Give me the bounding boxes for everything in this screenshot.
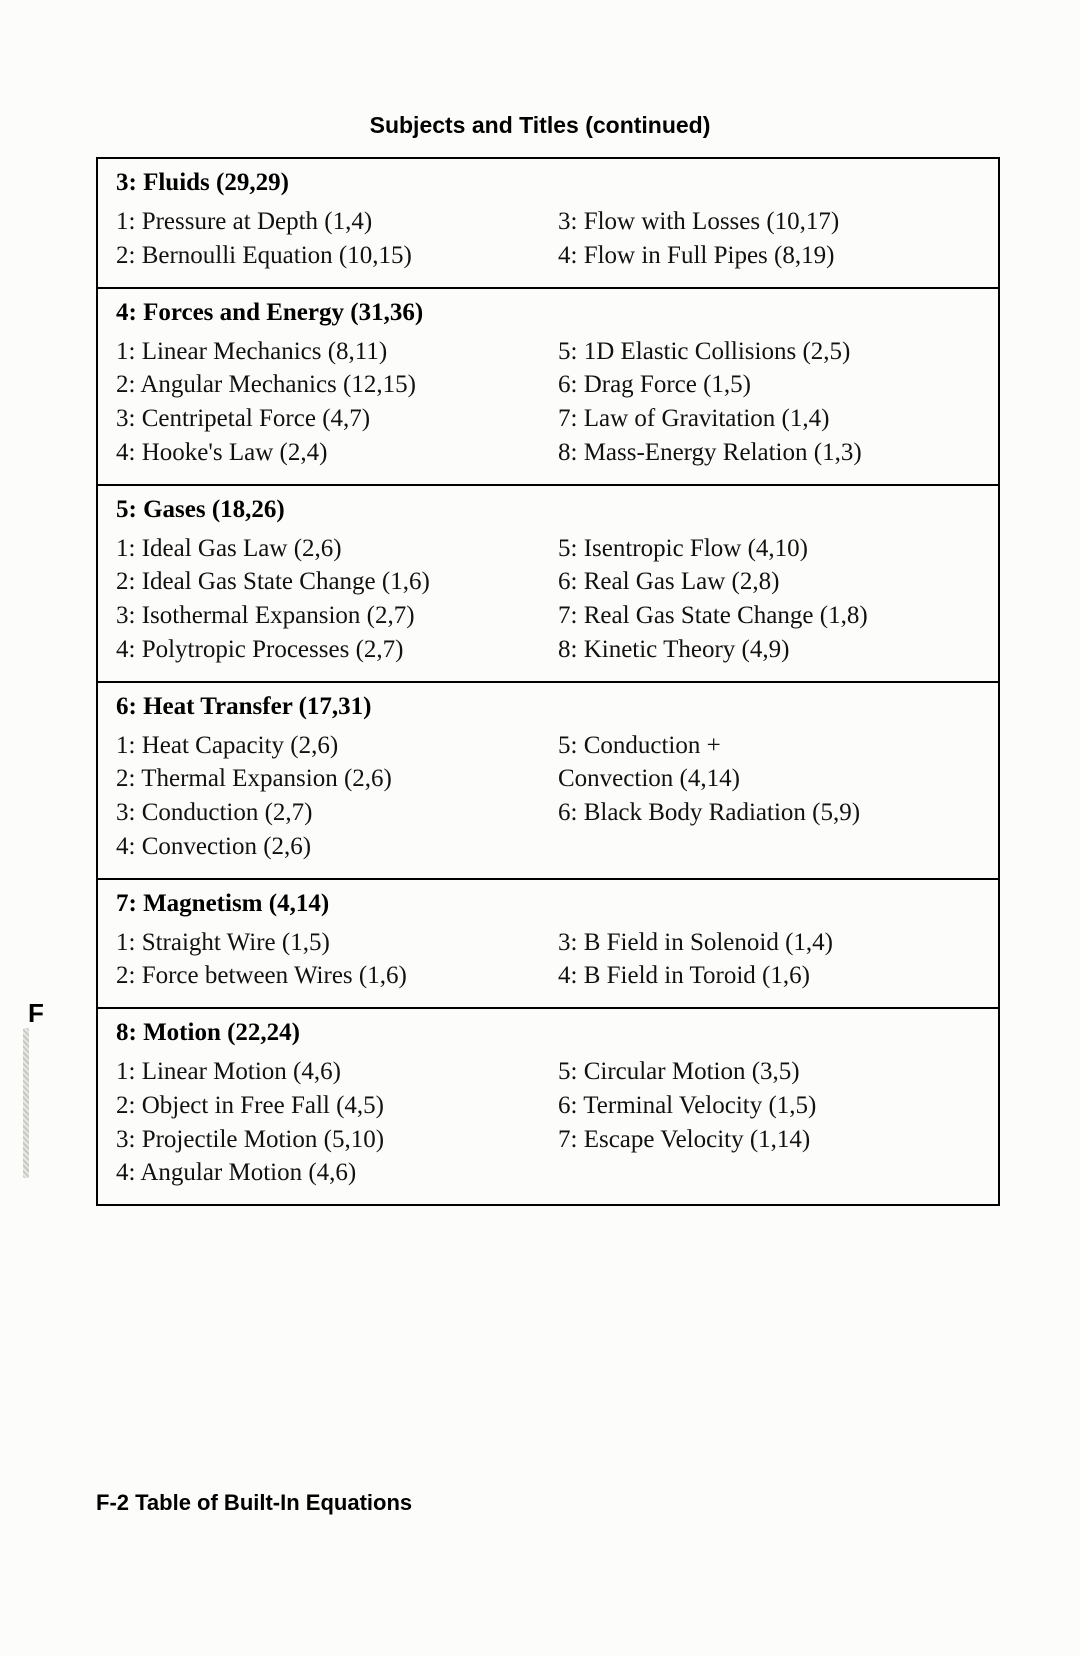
section: 6: Heat Transfer (17,31)1: Heat Capacity… xyxy=(98,681,998,878)
section-column-right: 3: Flow with Losses (10,17)4: Flow in Fu… xyxy=(558,205,980,273)
section: 5: Gases (18,26)1: Ideal Gas Law (2,6)2:… xyxy=(98,484,998,681)
section-column-left: 1: Linear Mechanics (8,11)2: Angular Mec… xyxy=(116,335,538,470)
topic-entry: 1: Straight Wire (1,5) xyxy=(116,926,538,960)
section-column-right: 5: Conduction +Convection (4,14)6: Black… xyxy=(558,729,980,864)
topic-entry: 7: Escape Velocity (1,14) xyxy=(558,1123,980,1157)
section-column-right: 3: B Field in Solenoid (1,4)4: B Field i… xyxy=(558,926,980,994)
topic-entry: 2: Bernoulli Equation (10,15) xyxy=(116,239,538,273)
page-title: Subjects and Titles (continued) xyxy=(0,0,1080,157)
topic-entry: 3: Projectile Motion (5,10) xyxy=(116,1123,538,1157)
topic-entry: 1: Linear Motion (4,6) xyxy=(116,1055,538,1089)
section-column-left: 1: Heat Capacity (2,6)2: Thermal Expansi… xyxy=(116,729,538,864)
topic-entry: 2: Force between Wires (1,6) xyxy=(116,959,538,993)
topic-entry: 3: Isothermal Expansion (2,7) xyxy=(116,599,538,633)
topic-entry: 3: Conduction (2,7) xyxy=(116,796,538,830)
section-column-left: 1: Linear Motion (4,6)2: Object in Free … xyxy=(116,1055,538,1190)
topic-entry: 1: Ideal Gas Law (2,6) xyxy=(116,532,538,566)
topic-entry: 2: Angular Mechanics (12,15) xyxy=(116,368,538,402)
topic-entry: 3: B Field in Solenoid (1,4) xyxy=(558,926,980,960)
topic-entry: 3: Centripetal Force (4,7) xyxy=(116,402,538,436)
section-body: 1: Linear Mechanics (8,11)2: Angular Mec… xyxy=(116,335,980,470)
section-column-right: 5: Isentropic Flow (4,10)6: Real Gas Law… xyxy=(558,532,980,667)
section-header: 3: Fluids (29,29) xyxy=(116,169,980,205)
section-column-left: 1: Ideal Gas Law (2,6)2: Ideal Gas State… xyxy=(116,532,538,667)
section: 3: Fluids (29,29)1: Pressure at Depth (1… xyxy=(98,159,998,287)
topic-entry: 4: Angular Motion (4,6) xyxy=(116,1156,538,1190)
section-header: 4: Forces and Energy (31,36) xyxy=(116,299,980,335)
topic-entry: 4: Hooke's Law (2,4) xyxy=(116,436,538,470)
section-column-right: 5: Circular Motion (3,5)6: Terminal Velo… xyxy=(558,1055,980,1190)
section-column-left: 1: Pressure at Depth (1,4)2: Bernoulli E… xyxy=(116,205,538,273)
topic-entry: 5: Conduction + xyxy=(558,729,980,763)
topic-entry: 6: Terminal Velocity (1,5) xyxy=(558,1089,980,1123)
section-body: 1: Straight Wire (1,5)2: Force between W… xyxy=(116,926,980,994)
section: 4: Forces and Energy (31,36)1: Linear Me… xyxy=(98,287,998,484)
topic-entry: 3: Flow with Losses (10,17) xyxy=(558,205,980,239)
topic-entry: 2: Ideal Gas State Change (1,6) xyxy=(116,565,538,599)
section-body: 1: Heat Capacity (2,6)2: Thermal Expansi… xyxy=(116,729,980,864)
topic-entry: Convection (4,14) xyxy=(558,762,980,796)
section-header: 6: Heat Transfer (17,31) xyxy=(116,693,980,729)
side-tab-letter: F xyxy=(28,998,44,1029)
section: 8: Motion (22,24)1: Linear Motion (4,6)2… xyxy=(98,1007,998,1204)
section-body: 1: Ideal Gas Law (2,6)2: Ideal Gas State… xyxy=(116,532,980,667)
topic-entry: 8: Mass-Energy Relation (1,3) xyxy=(558,436,980,470)
topic-entry: 4: B Field in Toroid (1,6) xyxy=(558,959,980,993)
topic-entry: 1: Pressure at Depth (1,4) xyxy=(116,205,538,239)
topic-entry: 6: Real Gas Law (2,8) xyxy=(558,565,980,599)
topic-entry: 4: Convection (2,6) xyxy=(116,830,538,864)
section-header: 7: Magnetism (4,14) xyxy=(116,890,980,926)
section: 7: Magnetism (4,14)1: Straight Wire (1,5… xyxy=(98,878,998,1008)
section-body: 1: Pressure at Depth (1,4)2: Bernoulli E… xyxy=(116,205,980,273)
topic-entry: 6: Black Body Radiation (5,9) xyxy=(558,796,980,830)
section-header: 5: Gases (18,26) xyxy=(116,496,980,532)
side-tab-bar xyxy=(23,1028,29,1178)
section-body: 1: Linear Motion (4,6)2: Object in Free … xyxy=(116,1055,980,1190)
topic-entry: 7: Real Gas State Change (1,8) xyxy=(558,599,980,633)
page-footer: F-2 Table of Built-In Equations xyxy=(96,1490,412,1516)
section-header: 8: Motion (22,24) xyxy=(116,1019,980,1055)
topic-entry: 5: Circular Motion (3,5) xyxy=(558,1055,980,1089)
topic-entry: 2: Thermal Expansion (2,6) xyxy=(116,762,538,796)
topic-entry: 1: Linear Mechanics (8,11) xyxy=(116,335,538,369)
topic-entry: 8: Kinetic Theory (4,9) xyxy=(558,633,980,667)
topic-entry: 5: Isentropic Flow (4,10) xyxy=(558,532,980,566)
topic-entry: 6: Drag Force (1,5) xyxy=(558,368,980,402)
section-column-left: 1: Straight Wire (1,5)2: Force between W… xyxy=(116,926,538,994)
content-box: 3: Fluids (29,29)1: Pressure at Depth (1… xyxy=(96,157,1000,1206)
topic-entry: 7: Law of Gravitation (1,4) xyxy=(558,402,980,436)
topic-entry: 5: 1D Elastic Collisions (2,5) xyxy=(558,335,980,369)
section-column-right: 5: 1D Elastic Collisions (2,5)6: Drag Fo… xyxy=(558,335,980,470)
topic-entry: 4: Polytropic Processes (2,7) xyxy=(116,633,538,667)
topic-entry: 2: Object in Free Fall (4,5) xyxy=(116,1089,538,1123)
topic-entry: 4: Flow in Full Pipes (8,19) xyxy=(558,239,980,273)
topic-entry: 1: Heat Capacity (2,6) xyxy=(116,729,538,763)
